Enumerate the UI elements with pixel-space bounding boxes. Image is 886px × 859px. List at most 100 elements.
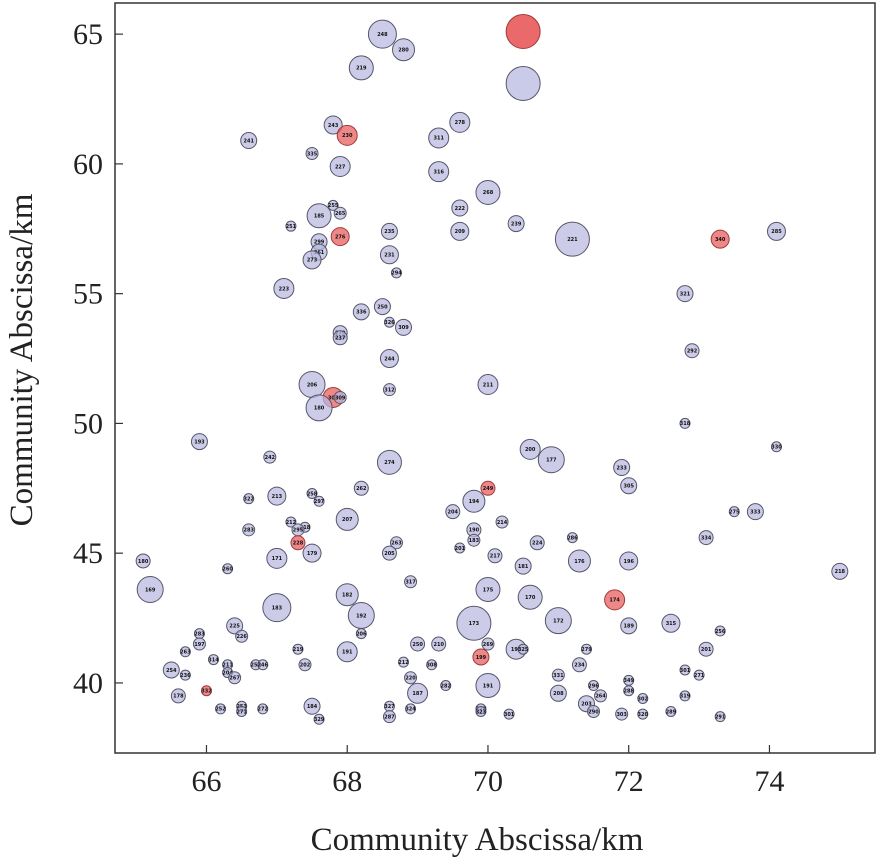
point-marker <box>613 459 631 477</box>
data-point: 241 <box>240 132 258 150</box>
data-point: 234 <box>571 657 587 673</box>
data-point: 191 <box>475 673 501 699</box>
point-marker <box>620 617 638 635</box>
point-label: 295 <box>293 528 304 534</box>
point-label: 182 <box>342 592 353 598</box>
point-label: 264 <box>595 694 606 700</box>
point-label: 228 <box>293 541 304 547</box>
point-marker <box>398 656 410 668</box>
point-label: 178 <box>173 694 184 700</box>
point-marker <box>267 486 287 506</box>
point-label: 296 <box>588 683 599 689</box>
point-label: 276 <box>335 234 346 240</box>
point-label: 231 <box>384 253 395 259</box>
point-marker <box>257 703 269 715</box>
point-label: 250 <box>412 642 423 648</box>
point-marker <box>373 298 391 316</box>
point-marker <box>405 703 417 715</box>
point-label: 325 <box>518 647 529 653</box>
point-marker <box>637 708 649 720</box>
point-marker <box>449 111 471 133</box>
data-point: 340 <box>710 229 730 249</box>
point-label: 170 <box>525 595 536 601</box>
data-point: 296 <box>588 680 599 692</box>
point-label: 237 <box>335 336 346 342</box>
point-label: 235 <box>384 229 395 235</box>
point-marker <box>623 685 635 697</box>
data-point: 308 <box>426 659 437 671</box>
point-marker <box>305 394 333 422</box>
point-marker <box>243 493 255 505</box>
data-point: 255 <box>327 199 339 211</box>
point-marker <box>714 625 726 637</box>
y-tick-label: 40 <box>73 667 103 700</box>
y-tick-label: 60 <box>73 148 103 181</box>
point-marker <box>336 124 358 146</box>
data-point: 202 <box>298 658 312 672</box>
point-label: 263 <box>391 541 402 547</box>
data-point: 311 <box>428 127 450 149</box>
point-label: 332 <box>201 689 212 695</box>
data-point: 201 <box>454 542 466 554</box>
point-label: 282 <box>441 683 452 689</box>
point-marker <box>728 506 740 518</box>
point-label: 218 <box>300 525 311 531</box>
data-point: 258 <box>306 487 318 499</box>
y-tick-label: 50 <box>73 407 103 440</box>
point-marker <box>770 441 782 453</box>
point-label: 193 <box>194 439 205 445</box>
data-point: 323 <box>475 705 487 717</box>
point-label: 244 <box>384 356 395 362</box>
point-marker <box>475 577 501 603</box>
data-point: 211 <box>477 373 499 395</box>
point-label: 316 <box>433 169 444 175</box>
legend-markers <box>505 14 541 101</box>
point-label: 171 <box>272 556 283 562</box>
x-tick-label: 70 <box>473 765 503 798</box>
data-point: 242 <box>263 450 277 464</box>
point-label: 327 <box>384 704 395 710</box>
point-label: 336 <box>356 310 367 316</box>
data-point: 314 <box>208 654 219 666</box>
data-point: 205 <box>381 545 397 561</box>
point-label: 192 <box>356 613 367 619</box>
data-point: 301 <box>503 708 515 720</box>
point-marker <box>693 669 705 681</box>
point-label: 204 <box>222 670 233 676</box>
y-axis-ticks: 40 45 50 55 60 65 <box>73 18 123 700</box>
point-marker <box>376 449 402 475</box>
plot-frame <box>114 2 876 754</box>
point-label: 265 <box>335 211 346 217</box>
point-label: 290 <box>588 709 599 715</box>
point-label: 189 <box>623 624 634 630</box>
point-marker <box>135 553 151 569</box>
point-marker <box>477 373 499 395</box>
point-label: 322 <box>243 496 254 502</box>
point-marker <box>382 710 396 724</box>
data-point: 268 <box>475 179 501 205</box>
data-point: 263 <box>389 536 403 550</box>
data-point: 250 <box>410 636 426 652</box>
point-marker <box>200 685 212 697</box>
data-point: 244 <box>379 349 399 369</box>
point-marker <box>190 433 208 451</box>
point-marker <box>619 551 639 571</box>
data-point: 183 <box>467 533 481 547</box>
point-marker <box>367 19 397 49</box>
data-point: 297 <box>313 495 325 507</box>
point-marker <box>571 657 587 673</box>
point-label: 315 <box>666 621 677 627</box>
point-marker <box>242 523 256 537</box>
point-label: 251 <box>286 224 297 230</box>
point-label: 259 <box>251 663 262 669</box>
data-point: 260 <box>222 563 233 575</box>
point-label: 181 <box>518 564 529 570</box>
data-point: 288 <box>623 685 635 697</box>
point-label: 320 <box>638 712 649 718</box>
point-label: 221 <box>567 237 578 243</box>
data-point: 220 <box>404 671 418 685</box>
data-point: 239 <box>507 215 525 233</box>
point-marker <box>390 267 402 279</box>
data-point: 208 <box>549 684 567 702</box>
point-marker <box>379 349 399 369</box>
